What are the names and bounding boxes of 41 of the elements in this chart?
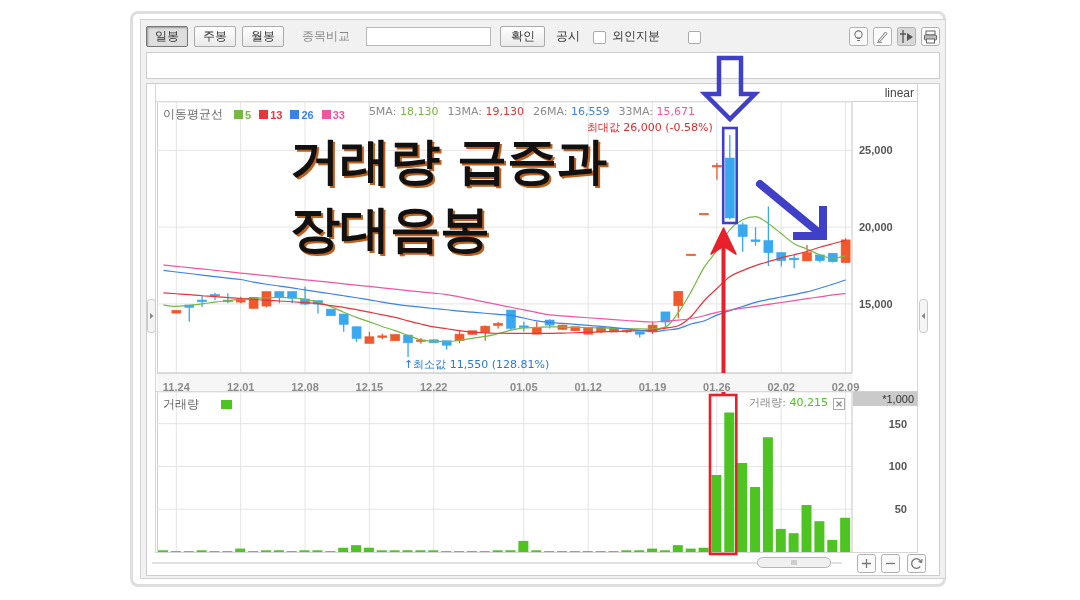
legend-label: 5	[245, 108, 252, 121]
button: 일봉	[146, 26, 188, 47]
x-tick-label: 02.02	[767, 380, 795, 393]
x-tick-label: 12.15	[355, 380, 384, 393]
y-tick-label: 25,000	[859, 144, 893, 157]
x-tick-label: 01.05	[510, 380, 538, 393]
text: 공시	[556, 28, 580, 44]
y-tick-label: 150	[888, 417, 907, 430]
button: 월봉	[242, 26, 284, 47]
text: linear	[883, 86, 914, 100]
x-tick-label: 12.01	[226, 380, 255, 393]
annotation: 최대값 26,000 (-0.58%)	[586, 121, 713, 134]
legend-label: 26	[301, 108, 314, 121]
annotation: 장대음봉	[290, 200, 490, 258]
x-tick-label: 02.09	[831, 380, 860, 393]
annotation: 33MA: 15,671	[618, 105, 695, 118]
y-tick-label: 50	[894, 503, 907, 516]
annotation: 거래량: 40,215	[749, 396, 828, 409]
x-tick-label: 01.26	[703, 380, 731, 393]
annotation: 26MA: 16,559	[532, 105, 610, 118]
legend-label: 33	[332, 108, 345, 121]
x-tick-label: 12.08	[291, 380, 319, 393]
y-tick-label: 15,000	[859, 297, 893, 310]
annotation: ↑최소값 11,550 (128.81%)	[403, 357, 550, 371]
x-tick-label: 11.24	[162, 380, 191, 393]
text: 종목비교	[302, 28, 350, 44]
legend-label: 13	[270, 108, 283, 121]
y-axis-title: *1,000	[853, 392, 918, 406]
button: 주봉	[194, 26, 236, 47]
y-tick-label: 100	[888, 460, 907, 473]
x-tick-label: 12.22	[419, 380, 448, 393]
annotation: 5MA: 18,130	[368, 105, 439, 118]
button: 확인	[500, 26, 545, 47]
text: 외인지분	[612, 28, 660, 44]
annotation: 13MA: 19,130	[447, 105, 524, 118]
legend-label: 거래량	[163, 396, 199, 413]
annotation: 거래량 급증과	[290, 132, 608, 190]
legend-title: 이동평균선	[163, 106, 223, 123]
x-tick-label: 01.12	[574, 380, 602, 393]
x-tick-label: 01.19	[638, 380, 667, 393]
y-tick-label: 20,000	[859, 220, 893, 233]
